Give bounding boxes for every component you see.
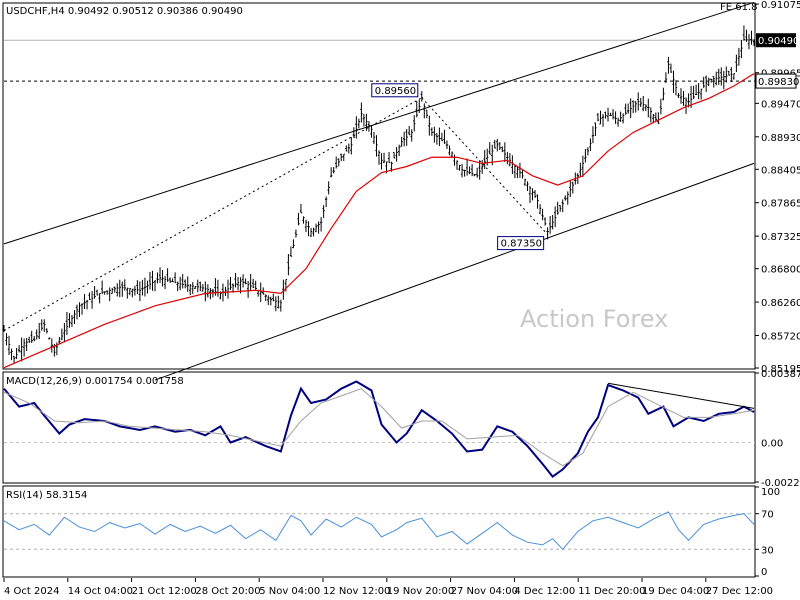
x-tick-label: 4 Dec 12:00 (514, 586, 575, 597)
rsi-plot-area (3, 511, 755, 551)
macd-zero-label: 0.00 (761, 439, 783, 450)
rsi-panel: RSI(14) 58.3154 100 70 30 0 (2, 485, 780, 578)
rsi-tick-label: 30 (761, 545, 774, 556)
watermark: Action Forex (520, 305, 668, 333)
x-tick-label: 12 Nov 12:00 (323, 586, 390, 597)
y-tick-label: 0.88930 (761, 133, 800, 144)
main-plot-area: 0.89560 0.87350 (2, 1, 756, 381)
y-tick-label: 0.86800 (761, 265, 800, 276)
y-tick-label: 0.85195 (761, 364, 800, 375)
rsi-y-axis: 100 70 30 0 (755, 486, 780, 578)
rsi-panel-frame (2, 485, 756, 578)
main-panel-frame (2, 2, 756, 370)
price-tag-box (756, 33, 796, 48)
moving-average-line (3, 73, 755, 369)
rsi-tick-label: 100 (761, 487, 780, 498)
rsi-line (3, 511, 755, 551)
x-tick-label: 27 Dec 12:00 (706, 586, 773, 597)
x-tick-label: 28 Oct 20:00 (195, 586, 260, 597)
x-tick-label: 19 Dec 04:00 (642, 586, 709, 597)
main-y-axis: 0.910750.899650.894700.889300.884050.878… (755, 0, 800, 375)
y-tick-label: 0.87325 (761, 232, 800, 243)
signal-line (3, 388, 755, 467)
x-tick-label: 19 Nov 20:00 (387, 586, 454, 597)
macd-y-axis: 0.003873 -0.002201 0.00 (755, 369, 800, 489)
x-tick-label: 21 Oct 12:00 (132, 586, 197, 597)
x-tick-label: 4 Oct 2024 (4, 586, 59, 597)
macd-panel: MACD(12,26,9) 0.001754 0.001758 0.003873… (2, 369, 800, 489)
macd-tick-label: -0.002201 (761, 478, 800, 489)
y-tick-label: 0.86260 (761, 298, 800, 309)
y-tick-label: 0.85720 (761, 332, 800, 343)
macd-plot-area (3, 380, 755, 478)
y-tick-label: 0.89470 (761, 99, 800, 110)
y-tick-label: 0.88405 (761, 165, 800, 176)
price-annotation-label: 0.89560 (375, 86, 416, 97)
rsi-tick-label: 0 (761, 567, 767, 578)
macd-line (3, 380, 755, 478)
price-annotation-box (371, 83, 419, 98)
fib-leg-2 (421, 97, 548, 235)
macd-title: MACD(12,26,9) 0.001754 0.001758 (6, 376, 184, 387)
macd-tick-label: 0.003873 (761, 369, 800, 380)
x-tick-label: 5 Nov 04:00 (259, 586, 320, 597)
rsi-title: RSI(14) 58.3154 (6, 490, 87, 501)
main-title: USDCHF,H4 0.90492 0.90512 0.90386 0.9049… (6, 6, 243, 17)
macd-trendline (607, 382, 755, 409)
macd-panel-frame (2, 371, 756, 484)
price-tag-label: 0.90490 (758, 36, 799, 47)
y-tick-label: 0.91075 (761, 0, 800, 11)
price-annotation-label: 0.87350 (501, 239, 542, 250)
y-tick-label: 0.87865 (761, 199, 800, 210)
support-tag-label: 0.89830 (758, 77, 799, 88)
x-tick-label: 27 Nov 04:00 (451, 586, 518, 597)
rsi-tick-label: 70 (761, 510, 774, 521)
price-annotation-box (497, 236, 545, 251)
x-tick-label: 14 Oct 04:00 (68, 586, 133, 597)
x-tick-label: 11 Dec 20:00 (578, 586, 645, 597)
channel-upper-line (3, 1, 755, 245)
channel-lower-line (154, 162, 755, 381)
main-panel: USDCHF,H4 0.90492 0.90512 0.90386 0.9049… (2, 0, 800, 381)
support-tag-box (755, 73, 797, 89)
